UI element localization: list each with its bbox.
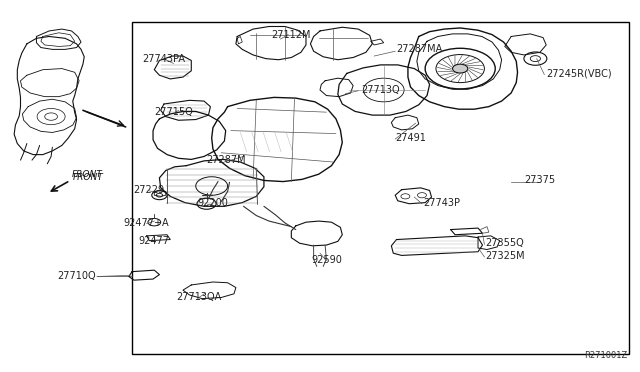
Text: 27355Q: 27355Q bbox=[486, 238, 524, 248]
Bar bbox=[132, 22, 629, 354]
Text: 92477: 92477 bbox=[139, 236, 170, 246]
Text: R271001Z: R271001Z bbox=[584, 351, 627, 360]
Text: 27743PA: 27743PA bbox=[142, 54, 186, 64]
Text: 27743P: 27743P bbox=[423, 198, 460, 208]
Text: 92590: 92590 bbox=[311, 255, 342, 265]
Text: 27491: 27491 bbox=[395, 133, 426, 143]
Text: FRONT: FRONT bbox=[73, 173, 104, 182]
Circle shape bbox=[452, 64, 468, 73]
Text: 27713QA: 27713QA bbox=[176, 292, 221, 302]
Text: 27287M: 27287M bbox=[206, 155, 246, 165]
Text: 27112M: 27112M bbox=[271, 30, 311, 40]
Text: 27325M: 27325M bbox=[486, 251, 525, 261]
Text: 92477+A: 92477+A bbox=[124, 218, 170, 228]
Text: 27287MA: 27287MA bbox=[396, 44, 443, 54]
Text: 27229: 27229 bbox=[134, 185, 164, 195]
Text: 27715Q: 27715Q bbox=[154, 107, 193, 117]
Text: 92200: 92200 bbox=[198, 198, 228, 208]
Text: 27375: 27375 bbox=[524, 176, 556, 186]
Text: 27710Q: 27710Q bbox=[57, 272, 96, 282]
Text: 27245R(VBC): 27245R(VBC) bbox=[546, 68, 612, 78]
Text: 27713Q: 27713Q bbox=[362, 85, 400, 95]
Text: FRONT: FRONT bbox=[72, 170, 102, 179]
